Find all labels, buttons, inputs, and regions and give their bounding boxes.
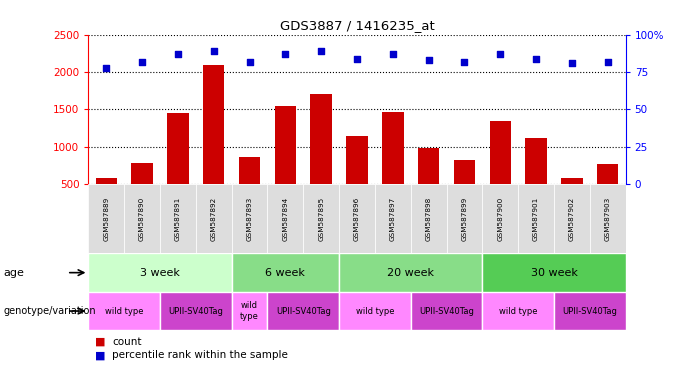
Bar xyxy=(160,292,232,330)
Point xyxy=(352,55,362,61)
Text: percentile rank within the sample: percentile rank within the sample xyxy=(112,350,288,360)
Bar xyxy=(239,157,260,222)
Bar xyxy=(526,138,547,222)
Text: GSM587902: GSM587902 xyxy=(569,197,575,241)
Bar xyxy=(88,292,160,330)
Bar xyxy=(203,65,224,222)
Bar xyxy=(561,178,583,222)
Bar xyxy=(339,292,411,330)
Text: GSM587893: GSM587893 xyxy=(247,197,252,241)
Title: GDS3887 / 1416235_at: GDS3887 / 1416235_at xyxy=(279,19,435,32)
Point xyxy=(602,58,613,65)
Point xyxy=(423,57,434,63)
Point xyxy=(208,48,219,54)
Text: GSM587894: GSM587894 xyxy=(282,197,288,241)
Bar xyxy=(267,184,303,253)
Text: 3 week: 3 week xyxy=(140,268,180,278)
Point xyxy=(316,48,326,54)
Text: GSM587897: GSM587897 xyxy=(390,197,396,241)
Bar xyxy=(311,94,332,222)
Bar xyxy=(411,292,482,330)
Bar xyxy=(597,164,618,222)
Bar xyxy=(554,184,590,253)
Point xyxy=(495,51,506,57)
Bar xyxy=(232,292,267,330)
Text: 6 week: 6 week xyxy=(265,268,305,278)
Bar xyxy=(346,136,368,222)
Text: GSM587900: GSM587900 xyxy=(497,197,503,241)
Text: UPII-SV40Tag: UPII-SV40Tag xyxy=(419,306,474,316)
Text: wild
type: wild type xyxy=(240,301,259,321)
Bar xyxy=(454,160,475,222)
Text: wild type: wild type xyxy=(356,306,394,316)
Bar xyxy=(375,184,411,253)
Bar xyxy=(447,184,482,253)
Point xyxy=(566,60,577,66)
Bar xyxy=(160,184,196,253)
Bar xyxy=(167,113,188,222)
Bar xyxy=(196,184,232,253)
Text: GSM587890: GSM587890 xyxy=(139,197,145,241)
Text: GSM587895: GSM587895 xyxy=(318,197,324,241)
Text: GSM587896: GSM587896 xyxy=(354,197,360,241)
Point xyxy=(137,58,148,65)
Bar xyxy=(232,253,339,292)
Bar xyxy=(131,162,153,222)
Bar xyxy=(88,253,232,292)
Text: UPII-SV40Tag: UPII-SV40Tag xyxy=(169,306,223,316)
Text: GSM587899: GSM587899 xyxy=(462,197,467,241)
Bar xyxy=(96,178,117,222)
Text: GSM587889: GSM587889 xyxy=(103,197,109,241)
Text: wild type: wild type xyxy=(105,306,143,316)
Text: UPII-SV40Tag: UPII-SV40Tag xyxy=(562,306,617,316)
Text: GSM587898: GSM587898 xyxy=(426,197,432,241)
Text: genotype/variation: genotype/variation xyxy=(3,306,96,316)
Text: age: age xyxy=(3,268,24,278)
Point xyxy=(101,65,112,71)
Text: GSM587901: GSM587901 xyxy=(533,197,539,241)
Bar xyxy=(303,184,339,253)
Bar xyxy=(232,184,267,253)
Text: ■: ■ xyxy=(95,337,105,347)
Bar xyxy=(490,121,511,222)
Bar xyxy=(275,106,296,222)
Bar xyxy=(411,184,447,253)
Bar xyxy=(339,253,482,292)
Point xyxy=(388,51,398,57)
Bar xyxy=(518,184,554,253)
Bar xyxy=(482,292,554,330)
Bar xyxy=(382,113,403,222)
Bar xyxy=(267,292,339,330)
Point xyxy=(280,51,291,57)
Text: 30 week: 30 week xyxy=(530,268,577,278)
Text: count: count xyxy=(112,337,141,347)
Point xyxy=(173,51,184,57)
Text: ■: ■ xyxy=(95,350,105,360)
Text: wild type: wild type xyxy=(499,306,537,316)
Text: UPII-SV40Tag: UPII-SV40Tag xyxy=(276,306,330,316)
Point xyxy=(244,58,255,65)
Text: 20 week: 20 week xyxy=(387,268,435,278)
Bar xyxy=(590,184,626,253)
Bar xyxy=(482,184,518,253)
Point xyxy=(459,58,470,65)
Bar xyxy=(339,184,375,253)
Bar xyxy=(418,148,439,222)
Text: GSM587903: GSM587903 xyxy=(605,197,611,241)
Bar xyxy=(482,253,626,292)
Bar xyxy=(88,184,124,253)
Point xyxy=(530,55,541,61)
Bar xyxy=(554,292,626,330)
Text: GSM587891: GSM587891 xyxy=(175,197,181,241)
Bar xyxy=(124,184,160,253)
Text: GSM587892: GSM587892 xyxy=(211,197,217,241)
